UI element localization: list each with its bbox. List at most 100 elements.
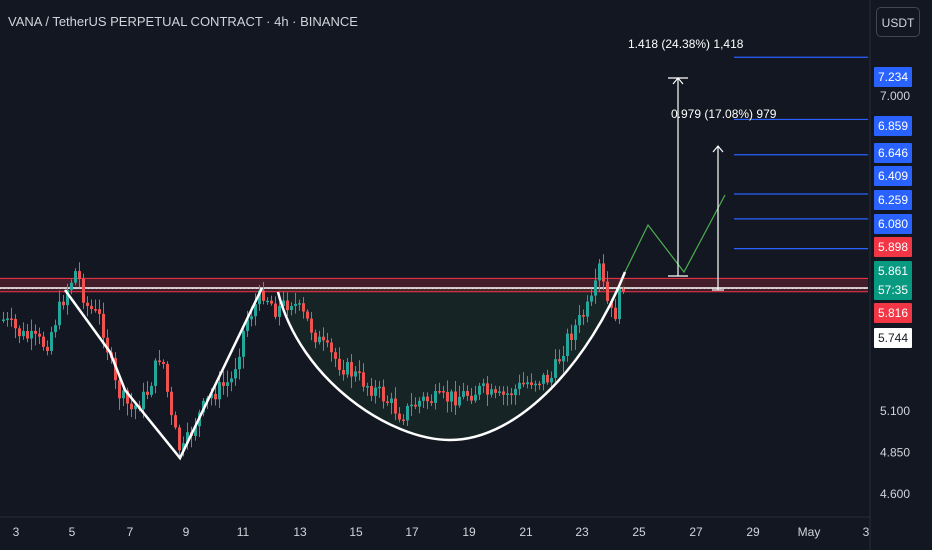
x-tick-label: 9: [183, 525, 190, 539]
candle-body: [222, 382, 225, 386]
price-label-box: [874, 143, 912, 163]
candle-body: [386, 401, 389, 403]
measure-2-label: 0.979 (17.08%) 979: [671, 107, 777, 121]
candle-body: [458, 396, 461, 406]
candle-body: [378, 386, 381, 389]
y-tick-label: 4.850: [880, 446, 910, 460]
x-tick-label: 21: [519, 525, 533, 539]
symbol-title: VANA / TetherUS PERPETUAL CONTRACT · 4h …: [8, 14, 358, 29]
candle-body: [162, 361, 165, 364]
candle-body: [598, 263, 601, 281]
projection-path: [624, 194, 726, 274]
candle-body: [510, 393, 513, 396]
price-label-text: 57:35: [878, 283, 908, 297]
candle-body: [366, 386, 369, 388]
candle-body: [582, 314, 585, 317]
candle-body: [306, 311, 309, 319]
x-tick-label: 19: [462, 525, 476, 539]
candle-body: [194, 426, 197, 436]
x-tick-label: 25: [632, 525, 646, 539]
candle-body: [42, 336, 45, 347]
candle-body: [554, 359, 557, 378]
candle-body: [142, 391, 145, 410]
price-label-text: 6.646: [878, 146, 908, 160]
candle-body: [410, 404, 413, 407]
candle-body: [518, 382, 521, 389]
price-label-box: [874, 237, 912, 257]
candle-body: [174, 415, 177, 428]
candle-body: [254, 304, 257, 317]
price-label-box: [874, 190, 912, 210]
candle-body: [238, 356, 241, 370]
y-tick-label: 4.600: [880, 487, 910, 501]
candle-body: [282, 300, 285, 307]
candle-body: [382, 386, 385, 402]
candle-body: [122, 390, 125, 399]
candle-body: [390, 398, 393, 403]
candle-body: [350, 362, 353, 377]
candle-body: [26, 331, 29, 339]
candle-body: [74, 271, 77, 283]
price-label-box: [874, 214, 912, 234]
price-label-box: [874, 303, 912, 323]
candle-body: [210, 393, 213, 399]
price-label-text: 5.744: [878, 331, 908, 345]
candle-body: [170, 391, 173, 416]
candle-body: [590, 295, 593, 302]
candle-body: [562, 355, 565, 362]
candle-body: [586, 301, 589, 317]
candle-body: [2, 319, 5, 322]
candle-body: [470, 395, 473, 401]
candle-body: [274, 303, 277, 317]
candle-body: [550, 377, 553, 383]
candle-body: [362, 372, 365, 387]
candle-body: [342, 369, 345, 375]
candle-body: [402, 419, 405, 422]
candle-body: [446, 392, 449, 402]
price-label-text: 6.859: [878, 119, 908, 133]
x-tick-label: 27: [689, 525, 703, 539]
x-tick-label: 23: [575, 525, 589, 539]
candle-body: [102, 313, 105, 338]
candle-body: [490, 389, 493, 395]
candle-body: [462, 391, 465, 397]
candle-body: [182, 443, 185, 451]
candle-body: [358, 371, 361, 373]
candle-body: [314, 332, 317, 343]
candle-body: [278, 306, 281, 317]
candle-body: [58, 301, 61, 326]
candle-body: [514, 388, 517, 396]
candle-body: [286, 300, 289, 311]
candle-body: [166, 363, 169, 392]
candle-body: [522, 382, 525, 385]
candle-body: [298, 303, 301, 305]
candle-body: [82, 278, 85, 303]
cup-fill: [278, 272, 625, 440]
candle-body: [558, 359, 561, 362]
x-tick-label: 3: [13, 525, 20, 539]
resistance-zone: [0, 278, 868, 292]
currency-button[interactable]: USDT: [876, 7, 920, 37]
candle-body: [478, 385, 481, 395]
candle-body: [578, 314, 581, 326]
candle-body: [214, 393, 217, 400]
candle-body: [94, 309, 97, 311]
y-tick-label: 7.000: [880, 89, 910, 103]
candle-body: [246, 319, 249, 331]
candle-body: [466, 391, 469, 396]
candle-body: [602, 263, 605, 282]
candle-body: [330, 342, 333, 353]
candle-body: [498, 391, 501, 393]
candle-body: [530, 382, 533, 386]
candle-body: [186, 432, 189, 444]
price-label-box: [874, 328, 912, 348]
candle-body: [422, 396, 425, 401]
candle-body: [218, 382, 221, 400]
candle-body: [618, 288, 621, 320]
price-label-text: 5.861: [878, 264, 908, 278]
x-tick-label: 17: [405, 525, 419, 539]
candle-body: [622, 288, 625, 292]
measure-2-arrow: [712, 145, 724, 153]
candle-body: [6, 318, 9, 320]
